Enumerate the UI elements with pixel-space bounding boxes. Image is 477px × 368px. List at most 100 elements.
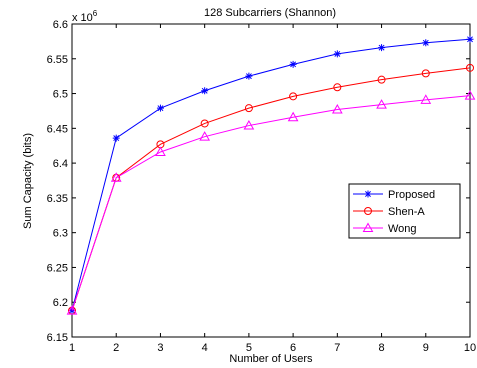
- y-tick-label-6.5: 6.5: [53, 89, 68, 101]
- data-point-proposed-10: [466, 35, 474, 43]
- x-tick-label-10: 10: [464, 342, 476, 354]
- legend-item-shen-a: Shen-A: [353, 206, 425, 218]
- legend-marker-proposed-shape: [364, 190, 372, 198]
- data-point-wong-5: [243, 120, 255, 130]
- data-point-wong-3: [155, 146, 166, 156]
- data-point-wong-1: [66, 305, 78, 315]
- data-point-shen-a-10-shape: [466, 63, 474, 72]
- data-point-proposed-5-shape: [245, 72, 253, 80]
- y-tick-label-6.55: 6.55: [47, 54, 68, 66]
- data-point-wong-5-shape: [243, 120, 255, 130]
- y-tick-label-6.45: 6.45: [47, 123, 68, 135]
- legend-item-wong: Wong: [353, 222, 417, 235]
- data-point-wong-8-shape: [376, 99, 387, 109]
- series-line-proposed: [71, 38, 471, 311]
- data-point-shen-a-9-shape: [421, 69, 430, 78]
- data-point-shen-a-6: [289, 92, 298, 101]
- data-point-proposed-4-shape: [201, 87, 209, 95]
- data-point-proposed-9: [422, 39, 430, 47]
- y-tick-label-6.2: 6.2: [53, 297, 68, 309]
- legend-marker-wong: [362, 222, 374, 232]
- y-tick-label-6.35: 6.35: [47, 193, 68, 205]
- axis-ticks: 1 2 3 4 5 6 7 8 9 10 6.15 6.2 6.25 6.3 6.35 6.4 6.45 6.5 6…: [47, 19, 477, 354]
- data-point-shen-a-8-shape: [377, 75, 386, 84]
- data-point-shen-a-10: [466, 63, 474, 72]
- legend: Proposed Shen-A Wong: [348, 183, 461, 239]
- data-point-shen-a-6-shape: [289, 92, 298, 101]
- x-tick-label-4: 4: [202, 342, 208, 354]
- data-point-proposed-3: [156, 104, 164, 112]
- data-point-wong-6: [287, 111, 299, 122]
- data-point-proposed-1: [68, 307, 76, 315]
- legend-label-shen-a: Shen-A: [388, 206, 425, 218]
- data-point-wong-10-shape: [464, 90, 476, 100]
- data-point-wong-9-shape: [420, 94, 432, 104]
- data-point-wong-10: [464, 90, 476, 100]
- data-point-shen-a-5: [244, 104, 253, 113]
- data-point-shen-a-5-shape: [244, 104, 253, 113]
- x-tick-label-2: 2: [113, 342, 119, 354]
- legend-marker-shen-a-shape: [364, 207, 372, 215]
- data-point-wong-1-shape: [66, 305, 78, 315]
- data-point-proposed-6: [289, 60, 297, 68]
- data-point-proposed-2-shape: [112, 134, 120, 142]
- y-multiplier-label: x 106: [72, 9, 98, 24]
- y-tick-label-6.15: 6.15: [47, 332, 68, 344]
- data-point-proposed-6-shape: [289, 60, 297, 68]
- x-axis-label: Number of Users: [229, 353, 313, 365]
- x-tick-label-7: 7: [334, 342, 340, 354]
- series-line-shen-a: [71, 67, 471, 311]
- data-point-proposed-4: [201, 87, 209, 95]
- legend-label-proposed: Proposed: [388, 189, 435, 201]
- data-point-wong-8: [376, 99, 387, 109]
- legend-marker-shen-a: [364, 207, 372, 215]
- plot-area: [71, 23, 471, 338]
- data-point-shen-a-7: [333, 83, 342, 92]
- series-line-wong: [71, 95, 471, 311]
- data-point-shen-a-9: [421, 69, 430, 78]
- data-point-proposed-8-shape: [378, 44, 386, 52]
- data-point-wong-2: [110, 172, 122, 182]
- legend-label-wong: Wong: [388, 223, 417, 235]
- series-wong: [66, 90, 476, 315]
- data-point-proposed-7-shape: [333, 50, 341, 58]
- data-point-wong-7-shape: [331, 104, 343, 114]
- legend-marker-proposed: [364, 190, 372, 198]
- series-layer: [66, 35, 476, 315]
- y-tick-label-6.3: 6.3: [53, 228, 68, 240]
- data-point-shen-a-7-shape: [333, 83, 342, 92]
- y-tick-label-6.4: 6.4: [53, 158, 68, 170]
- chart-title: 128 Subcarriers (Shannon): [204, 7, 336, 19]
- y-tick-label-6.25: 6.25: [47, 262, 68, 274]
- data-point-wong-2-shape: [110, 172, 122, 182]
- data-point-proposed-7: [333, 50, 341, 58]
- y-axis-label: Sum Capacity (bits): [22, 133, 34, 229]
- data-point-proposed-2: [112, 134, 120, 142]
- x-tick-label-1: 1: [69, 342, 75, 354]
- x-tick-label-6: 6: [290, 342, 296, 354]
- data-point-wong-6-shape: [287, 111, 299, 122]
- legend-marker-wong-shape: [362, 222, 374, 232]
- data-point-shen-a-4-shape: [200, 119, 209, 128]
- data-point-shen-a-8: [377, 75, 386, 84]
- data-point-wong-3-shape: [155, 146, 166, 156]
- x-tick-label-9: 9: [423, 342, 429, 354]
- series-proposed: [68, 35, 474, 315]
- legend-item-proposed: Proposed: [353, 189, 435, 201]
- data-point-proposed-3-shape: [156, 104, 164, 112]
- data-point-proposed-5: [245, 72, 253, 80]
- data-point-shen-a-4: [200, 119, 209, 128]
- x-tick-label-5: 5: [246, 342, 252, 354]
- data-point-wong-7: [331, 104, 343, 114]
- data-point-wong-9: [420, 94, 432, 104]
- x-tick-label-8: 8: [378, 342, 384, 354]
- data-point-proposed-8: [378, 44, 386, 52]
- data-point-wong-4: [199, 131, 211, 141]
- x-tick-label-3: 3: [157, 342, 163, 354]
- data-point-proposed-9-shape: [422, 39, 430, 47]
- data-point-wong-4-shape: [199, 131, 211, 141]
- y-tick-label-6.6: 6.6: [53, 19, 68, 31]
- data-point-proposed-10-shape: [466, 35, 474, 43]
- data-point-proposed-1-shape: [68, 307, 76, 315]
